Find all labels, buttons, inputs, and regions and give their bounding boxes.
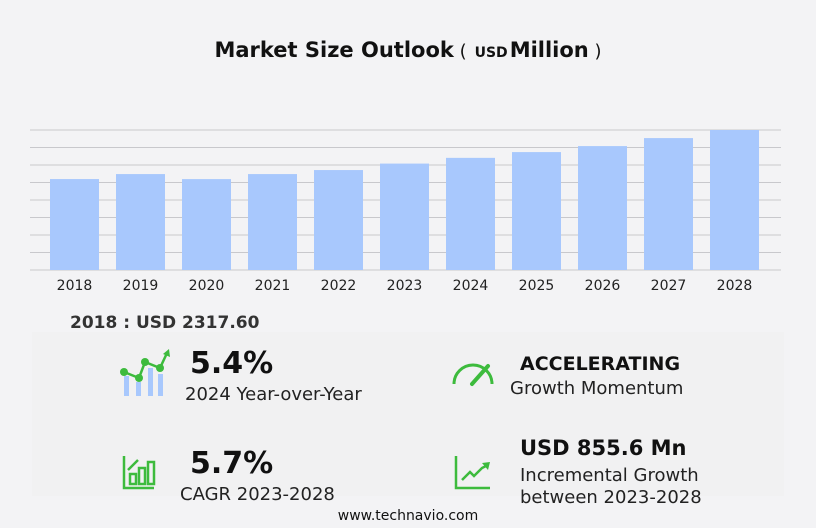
title-unit: USD: [474, 45, 508, 61]
x-tick-label: 2028: [717, 278, 753, 294]
footer-url: www.technavio.com: [337, 508, 479, 524]
base-year-value: 2018 : USD 2317.60: [70, 313, 260, 333]
incremental-label-2: between 2023-2028: [520, 487, 702, 508]
bar-2023: [380, 163, 429, 270]
bar-2025: [512, 152, 561, 270]
x-tick-label: 2023: [387, 278, 423, 294]
yoy-value: 5.4%: [190, 346, 274, 381]
x-tick-label: 2025: [519, 278, 555, 294]
bar-2018: [50, 179, 99, 270]
bar-2019: [116, 174, 165, 270]
bar-2021: [248, 174, 297, 270]
bar-growth-icon: [122, 456, 156, 490]
line-growth-icon: [454, 456, 490, 490]
x-tick-label: 2022: [321, 278, 357, 294]
incremental-label-1: Incremental Growth: [520, 465, 699, 486]
x-tick-label: 2018: [57, 278, 93, 294]
bar-2028: [710, 130, 759, 270]
x-tick-label: 2027: [651, 278, 687, 294]
x-tick-label: 2021: [255, 278, 291, 294]
x-tick-label: 2019: [123, 278, 159, 294]
chart-title: Market Size Outlook (USDMillion ): [214, 38, 602, 62]
cagr-value: 5.7%: [190, 446, 274, 481]
incremental-value: USD 855.6 Mn: [520, 436, 687, 460]
x-tick-label: 2026: [585, 278, 621, 294]
x-tick-label: 2024: [453, 278, 489, 294]
bar-2024: [446, 157, 495, 270]
x-tick-label: 2020: [189, 278, 225, 294]
title-text: Market Size Outlook: [214, 38, 454, 62]
speedometer-icon: [452, 363, 494, 386]
bar-2026: [578, 146, 627, 270]
bar-2020: [182, 179, 231, 270]
bar-chart: 2018 2019 2020 2021 2022 2023 2024 2025 2026 2027…: [30, 129, 781, 294]
yoy-label: 2024 Year-over-Year: [185, 384, 362, 405]
bar-2022: [314, 170, 363, 270]
cagr-label: CAGR 2023-2028: [180, 484, 335, 505]
stats-panel: [32, 332, 784, 496]
momentum-value: ACCELERATING: [520, 353, 681, 375]
bar-2027: [644, 138, 693, 270]
title-unit-word: Million: [509, 38, 589, 62]
trend-chart-icon: [120, 349, 170, 396]
momentum-label: Growth Momentum: [510, 378, 684, 399]
